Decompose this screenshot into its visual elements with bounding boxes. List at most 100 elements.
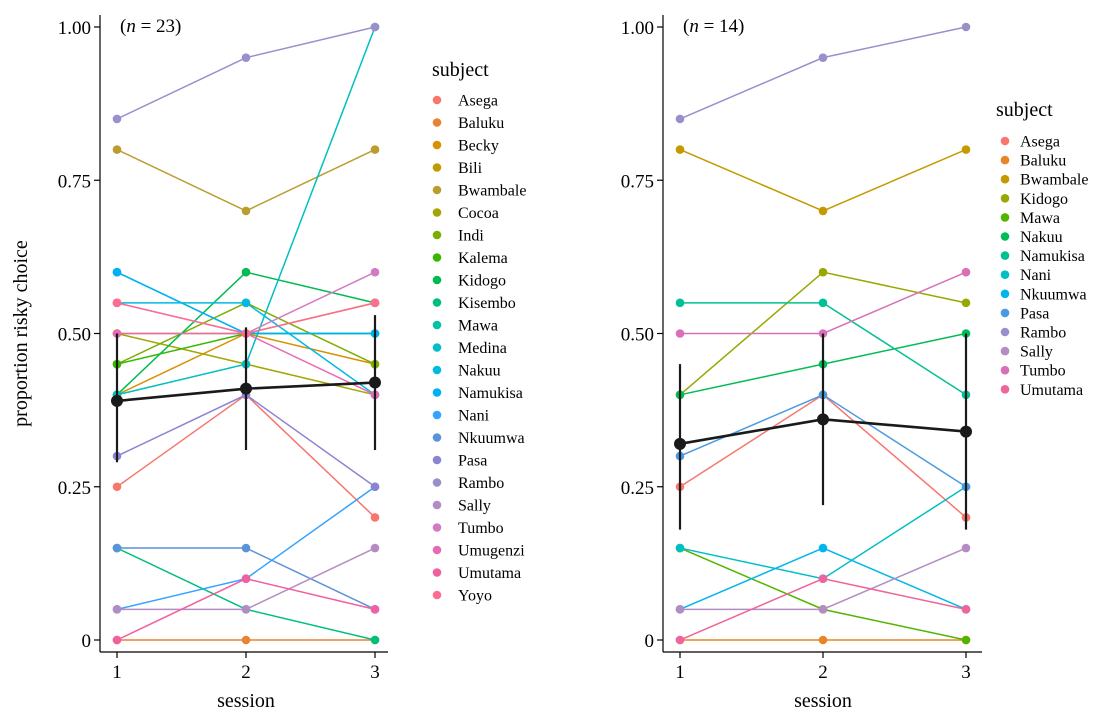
legend-key-umutama (1000, 385, 1010, 394)
legend: subject Asega Baluku Becky Bili Bwambale Cocoa… (432, 59, 526, 605)
series-umutama (112, 574, 380, 645)
data-point-bwambale (818, 206, 828, 216)
data-point-bwambale (961, 145, 971, 154)
legend-key-mawa (432, 320, 442, 330)
x-tick-label: 3 (961, 662, 971, 683)
data-point-sally (675, 605, 685, 614)
y-tick-label: 0.25 (58, 478, 91, 499)
data-point-rambo (241, 53, 251, 62)
legend-label-pasa: Pasa (458, 453, 487, 470)
data-point-umutama (241, 574, 251, 583)
data-point-bwambale (675, 145, 685, 154)
x-axis-title: session (217, 690, 275, 712)
series-bwambale (112, 145, 380, 216)
legend-key-tumbo (432, 523, 442, 532)
sample-size-note: (n = 14) (683, 16, 744, 37)
data-point-bwambale (241, 206, 251, 216)
data-point-namukisa (818, 298, 828, 308)
legend-label-mawa: Mawa (458, 318, 498, 335)
legend-key-bwambale (432, 185, 442, 195)
series-bwambale (675, 145, 971, 216)
data-point-kidogo (241, 267, 251, 277)
y-tick-label: 0 (82, 631, 92, 652)
legend-label-kalema: Kalema (458, 250, 508, 267)
series-namukisa (675, 298, 971, 400)
legend-title: subject (996, 99, 1053, 121)
series-mawa (675, 543, 971, 645)
data-point-baluku (818, 635, 828, 645)
mean-point (817, 413, 829, 426)
legend-label-becky: Becky (458, 138, 499, 155)
data-point-rambo (675, 114, 685, 124)
x-tick-label: 2 (818, 662, 828, 683)
legend-key-pasa (432, 455, 442, 465)
data-point-nani (675, 543, 685, 553)
legend-key-kalema (432, 253, 442, 262)
y-tick-label: 0.50 (621, 325, 654, 346)
legend-key-nani (432, 410, 442, 420)
series-line-rambo (679, 26, 967, 120)
legend-key-becky (432, 140, 442, 150)
legend-label-umugenzi: Umugenzi (458, 543, 525, 560)
data-point-namukisa (112, 267, 122, 277)
legend-key-kisembo (432, 298, 442, 307)
legend-label-indi: Indi (458, 228, 484, 245)
data-point-yoyo (370, 298, 380, 308)
data-point-pasa (370, 482, 380, 492)
legend-label-asega: Asega (458, 93, 498, 110)
legend-label-sally: Sally (458, 498, 491, 515)
series-baluku (675, 635, 971, 645)
legend-key-yoyo (432, 590, 442, 600)
legend-label-mawa: Mawa (1020, 210, 1060, 227)
data-point-kidogo (961, 298, 971, 308)
data-point-rambo (961, 22, 971, 32)
data-point-rambo (112, 114, 122, 124)
data-point-sally (961, 543, 971, 553)
legend-label-nani: Nani (1020, 267, 1052, 284)
y-tick-label: 1.00 (58, 18, 91, 39)
legend: subject Asega Baluku Bwambale Kidogo Mawa Naku… (996, 99, 1088, 399)
legend-key-baluku (1000, 155, 1010, 165)
data-point-tumbo (370, 267, 380, 277)
chart-panel-2: 0 0.25 0.50 0.75 1.00 1 2 3 session (n = 14) subje… (621, 15, 1088, 712)
data-point-umutama (370, 605, 380, 614)
series-line-bwambale (679, 148, 967, 212)
legend-label-medina: Medina (458, 340, 507, 357)
series-line-rambo (116, 26, 376, 120)
legend-key-namukisa (1000, 251, 1010, 260)
series-line-kisembo (116, 547, 376, 641)
mean-series (674, 333, 972, 530)
legend-label-baluku: Baluku (458, 115, 504, 132)
legend-key-bili (432, 163, 442, 172)
legend-label-umutama: Umutama (458, 565, 521, 582)
legend-key-sally (1000, 346, 1010, 356)
x-tick-label: 2 (241, 662, 251, 683)
x-tick-label: 3 (370, 662, 380, 683)
legend-key-nkuumwa (432, 433, 442, 442)
legend-label-tumbo: Tumbo (1020, 363, 1066, 380)
legend-label-sally: Sally (1020, 344, 1053, 361)
series-kisembo (112, 543, 380, 645)
legend-label-rambo: Rambo (1020, 325, 1066, 342)
legend-label-cocoa: Cocoa (458, 205, 499, 222)
data-point-nkuumwa (241, 543, 251, 553)
x-tick-label: 1 (675, 662, 685, 683)
data-point-nkuumwa (818, 543, 828, 553)
y-axis-title: proportion risky choice (10, 240, 32, 427)
y-tick-label: 0.75 (58, 171, 91, 192)
legend-label-tumbo: Tumbo (458, 520, 504, 537)
legend-key-cocoa (432, 208, 442, 217)
legend-key-kidogo (1000, 194, 1010, 203)
data-point-sally (241, 605, 251, 614)
legend-key-umutama (432, 568, 442, 577)
data-point-baluku (241, 635, 251, 645)
legend-label-bwambale: Bwambale (458, 183, 526, 200)
legend-label-rambo: Rambo (458, 475, 504, 492)
data-point-umutama (961, 605, 971, 614)
sample-size-note: (n = 23) (120, 16, 181, 37)
legend-label-bwambale: Bwambale (1020, 172, 1088, 189)
data-point-kisembo (370, 635, 380, 645)
data-point-tumbo (675, 329, 685, 338)
